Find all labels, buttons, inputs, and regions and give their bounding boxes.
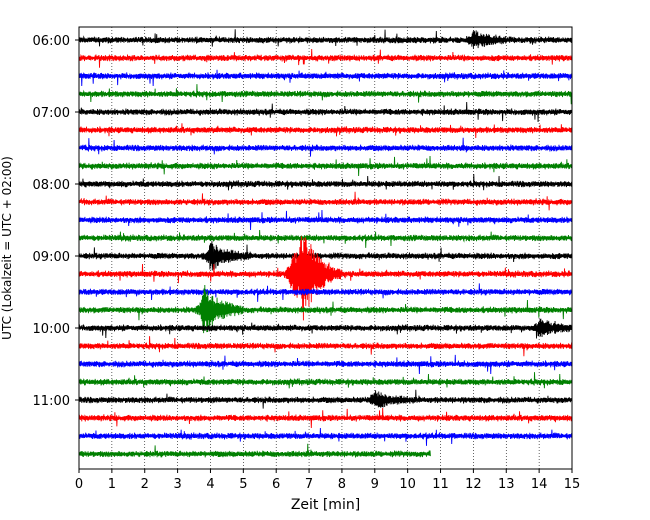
x-tick-label: 3 (173, 477, 181, 492)
y-tick-label: 07:00 (33, 106, 70, 121)
x-tick-label: 9 (371, 477, 379, 492)
x-tick-label: 15 (564, 477, 581, 492)
trace-0815 (78, 191, 573, 211)
x-tick-label: 1 (108, 477, 116, 492)
x-tick-label: 12 (465, 477, 482, 492)
x-tick-label: 4 (206, 477, 214, 492)
trace-1130 (78, 428, 573, 446)
plot-frame (78, 26, 573, 470)
x-tick-label: 14 (531, 477, 548, 492)
x-tick-label: 6 (272, 477, 280, 492)
y-tick-label: 10:00 (33, 322, 70, 337)
trace-0915 (78, 236, 573, 321)
y-axis-label: UTC (Lokalzeit = UTC + 02:00) (0, 156, 14, 340)
trace-0615 (78, 49, 573, 68)
y-tick-label: 06:00 (33, 34, 70, 49)
trace-1030 (78, 354, 573, 375)
y-tick-label: 09:00 (33, 250, 70, 265)
trace-0700 (78, 101, 573, 123)
x-tick-label: 0 (75, 477, 83, 492)
trace-0930 (78, 283, 573, 302)
x-axis-ticks: 0 1 2 3 4 5 6 7 8 9 10 11 12 13 14 15 (75, 469, 580, 492)
x-tick-label: 2 (141, 477, 149, 492)
x-tick-label: 8 (338, 477, 346, 492)
y-tick-label: 11:00 (33, 394, 70, 409)
trace-1015 (78, 336, 573, 357)
trace-0800 (78, 174, 573, 191)
trace-0630 (78, 69, 573, 87)
trace-0730 (78, 137, 573, 157)
traces (78, 29, 573, 458)
trace-0715 (78, 123, 573, 138)
x-tick-label: 11 (432, 477, 449, 492)
trace-0645 (78, 84, 573, 105)
trace-0945 (78, 285, 573, 334)
x-tick-label: 10 (399, 477, 416, 492)
trace-0600 (78, 29, 573, 49)
trace-0745 (78, 155, 573, 177)
trace-1145 (78, 443, 431, 458)
trace-1100 (78, 389, 573, 409)
trace-1115 (78, 407, 573, 429)
y-axis-ticks: 06:00 07:00 08:00 09:00 10:00 11:00 (33, 34, 79, 409)
x-tick-label: 7 (305, 477, 313, 492)
x-tick-label: 13 (498, 477, 515, 492)
y-tick-label: 08:00 (33, 178, 70, 193)
x-tick-label: 5 (239, 477, 247, 492)
x-axis-label: Zeit [min] (291, 497, 360, 513)
trace-0845 (78, 230, 573, 248)
trace-1045 (78, 372, 573, 389)
trace-0900 (78, 241, 573, 271)
trace-1000 (78, 318, 573, 339)
trace-0830 (78, 209, 573, 231)
